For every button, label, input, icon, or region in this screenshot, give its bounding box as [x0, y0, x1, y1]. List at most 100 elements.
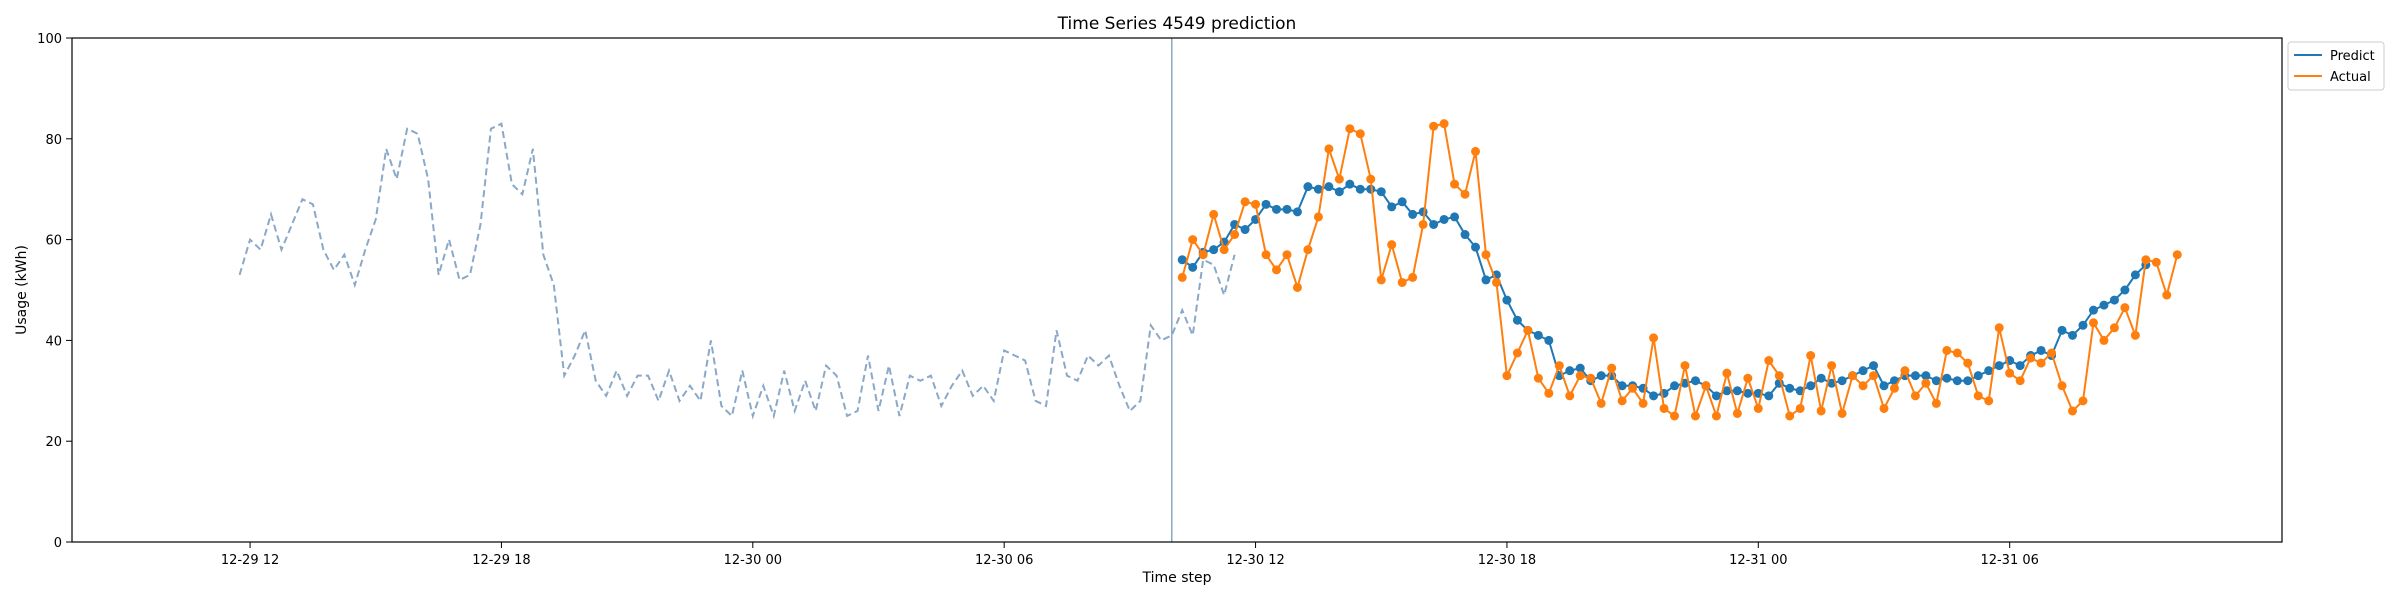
series-line-history	[238, 122, 1236, 420]
x-tick-label: 12-31 06	[1980, 553, 2038, 568]
data-point-actual	[1858, 381, 1868, 391]
data-point-predict	[2099, 300, 2109, 310]
data-point-predict	[2130, 270, 2140, 280]
data-point-actual	[1491, 277, 1501, 287]
data-point-predict	[1261, 199, 1271, 209]
data-point-actual	[1921, 378, 1931, 388]
data-point-predict	[1921, 371, 1931, 381]
data-point-actual	[2130, 330, 2140, 340]
data-point-predict	[1827, 378, 1837, 388]
data-point-actual	[1397, 277, 1407, 287]
data-point-predict	[2088, 305, 2098, 315]
data-point-predict	[1743, 388, 1753, 398]
data-point-predict	[2057, 325, 2067, 335]
data-point-actual	[1219, 245, 1229, 255]
data-point-actual	[1272, 265, 1282, 275]
data-point-actual	[1554, 361, 1564, 371]
data-point-actual	[1292, 282, 1302, 292]
data-point-actual	[1806, 351, 1816, 361]
data-point-predict	[1324, 182, 1334, 192]
data-point-actual	[1324, 144, 1334, 154]
data-point-actual	[1251, 199, 1261, 209]
data-point-predict	[1565, 366, 1575, 376]
data-point-predict	[1439, 214, 1449, 224]
data-point-actual	[1711, 411, 1721, 421]
data-point-actual	[1827, 361, 1837, 371]
data-point-predict	[2078, 320, 2088, 330]
data-point-actual	[1942, 345, 1952, 355]
data-point-predict	[1345, 179, 1355, 189]
data-point-predict	[1272, 204, 1282, 214]
data-point-actual	[1963, 358, 1973, 368]
data-point-actual	[1533, 373, 1543, 383]
data-point-actual	[1659, 403, 1669, 413]
data-point-predict	[1596, 371, 1606, 381]
data-point-predict	[1471, 242, 1481, 252]
x-tick-label: 12-30 06	[975, 553, 1033, 568]
data-point-predict	[1408, 209, 1418, 219]
data-point-actual	[1282, 250, 1292, 260]
data-point-actual	[2015, 376, 2025, 386]
data-point-actual	[2162, 290, 2172, 300]
data-point-actual	[1701, 381, 1711, 391]
data-point-actual	[1670, 411, 1680, 421]
data-point-predict	[1418, 207, 1428, 217]
data-point-actual	[1575, 371, 1585, 381]
data-point-actual	[1596, 398, 1606, 408]
data-point-predict	[1994, 361, 2004, 371]
data-point-predict	[1690, 376, 1700, 386]
data-point-actual	[1460, 189, 1470, 199]
data-point-predict	[1209, 245, 1219, 255]
data-point-predict	[1460, 230, 1470, 240]
data-point-predict	[1387, 202, 1397, 212]
data-point-predict	[1764, 391, 1774, 401]
data-point-predict	[1292, 207, 1302, 217]
data-point-predict	[1502, 295, 1512, 305]
data-point-actual	[2172, 250, 2182, 260]
data-point-actual	[1303, 245, 1313, 255]
x-tick-label: 12-31 00	[1729, 553, 1787, 568]
data-point-actual	[1471, 146, 1481, 156]
data-point-predict	[1837, 376, 1847, 386]
data-point-predict	[1952, 376, 1962, 386]
data-point-actual	[1973, 391, 1983, 401]
data-point-predict	[2015, 361, 2025, 371]
data-point-actual	[2057, 381, 2067, 391]
data-point-predict	[1869, 361, 1879, 371]
data-point-predict	[1450, 212, 1460, 222]
data-point-actual	[1209, 209, 1219, 219]
data-point-predict	[1177, 255, 1187, 265]
data-point-predict	[1649, 391, 1659, 401]
data-point-actual	[1816, 406, 1826, 416]
data-point-actual	[2099, 335, 2109, 345]
data-point-actual	[1900, 366, 1910, 376]
data-point-actual	[1743, 373, 1753, 383]
data-point-predict	[1670, 381, 1680, 391]
data-point-actual	[1722, 368, 1732, 378]
x-tick-label: 12-30 18	[1478, 553, 1536, 568]
series-predict	[1177, 179, 2151, 401]
data-point-actual	[1889, 383, 1899, 393]
data-point-actual	[1774, 371, 1784, 381]
legend-label-actual: Actual	[2330, 70, 2371, 85]
data-point-predict	[1879, 381, 1889, 391]
data-point-actual	[1984, 396, 1994, 406]
data-point-actual	[1649, 333, 1659, 343]
data-point-actual	[1910, 391, 1920, 401]
data-point-predict	[1910, 371, 1920, 381]
data-point-predict	[2068, 330, 2078, 340]
y-axis-label: Usage (kWh)	[14, 245, 30, 335]
data-point-predict	[1544, 335, 1554, 345]
x-tick-label: 12-29 12	[221, 553, 279, 568]
data-point-actual	[1785, 411, 1795, 421]
data-point-predict	[1575, 363, 1585, 373]
data-point-actual	[1753, 403, 1763, 413]
data-point-predict	[1313, 184, 1323, 194]
data-point-predict	[1732, 386, 1742, 396]
y-tick-label: 100	[37, 32, 62, 47]
data-point-predict	[1617, 381, 1627, 391]
data-point-actual	[2047, 348, 2057, 358]
data-point-predict	[1963, 376, 1973, 386]
data-point-predict	[1429, 219, 1439, 229]
